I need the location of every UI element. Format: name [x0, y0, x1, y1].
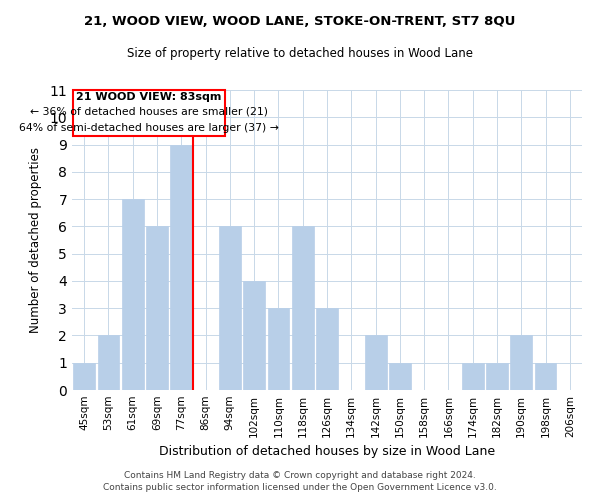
Bar: [243, 281, 265, 390]
Text: Contains public sector information licensed under the Open Government Licence v3: Contains public sector information licen…: [103, 484, 497, 492]
Bar: [365, 336, 386, 390]
Bar: [170, 144, 192, 390]
Bar: [292, 226, 314, 390]
Bar: [535, 362, 556, 390]
Bar: [511, 336, 532, 390]
FancyBboxPatch shape: [73, 90, 225, 136]
Text: Size of property relative to detached houses in Wood Lane: Size of property relative to detached ho…: [127, 48, 473, 60]
Bar: [268, 308, 289, 390]
Text: Contains HM Land Registry data © Crown copyright and database right 2024.: Contains HM Land Registry data © Crown c…: [124, 471, 476, 480]
Text: 21 WOOD VIEW: 83sqm: 21 WOOD VIEW: 83sqm: [76, 92, 222, 102]
Bar: [97, 336, 119, 390]
Text: 64% of semi-detached houses are larger (37) →: 64% of semi-detached houses are larger (…: [19, 122, 279, 132]
Bar: [146, 226, 168, 390]
Bar: [316, 308, 338, 390]
Bar: [73, 362, 95, 390]
Bar: [462, 362, 484, 390]
Bar: [389, 362, 411, 390]
Text: ← 36% of detached houses are smaller (21): ← 36% of detached houses are smaller (21…: [30, 107, 268, 117]
Y-axis label: Number of detached properties: Number of detached properties: [29, 147, 43, 333]
Bar: [219, 226, 241, 390]
Text: 21, WOOD VIEW, WOOD LANE, STOKE-ON-TRENT, ST7 8QU: 21, WOOD VIEW, WOOD LANE, STOKE-ON-TRENT…: [85, 15, 515, 28]
Bar: [486, 362, 508, 390]
X-axis label: Distribution of detached houses by size in Wood Lane: Distribution of detached houses by size …: [159, 446, 495, 458]
Bar: [122, 199, 143, 390]
